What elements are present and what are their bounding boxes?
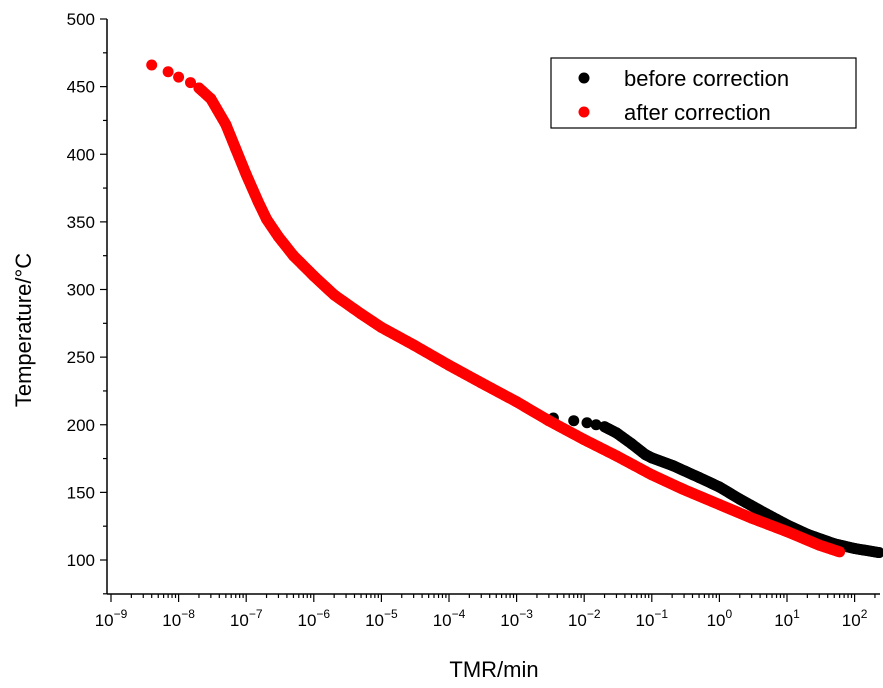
y-tick-label: 300 [67, 281, 95, 300]
data-point [173, 71, 185, 83]
data-points [146, 59, 883, 559]
y-tick-label: 400 [67, 145, 95, 164]
x-tick-label: 102 [842, 607, 868, 630]
data-point [568, 415, 580, 427]
x-axis-title: TMR/min [449, 657, 538, 682]
data-point [590, 419, 602, 431]
x-tick-label: 10−9 [95, 607, 128, 630]
x-tick-label: 10−2 [568, 607, 601, 630]
y-tick-label: 500 [67, 10, 95, 29]
x-tick-label: 10−6 [297, 607, 330, 630]
x-tick-label: 10−8 [162, 607, 195, 630]
y-tick-label: 250 [67, 348, 95, 367]
series-before-correction [547, 412, 883, 559]
y-tick-label: 450 [67, 78, 95, 97]
x-tick-label: 10−5 [365, 607, 398, 630]
y-axis-ticks: 100 150 200 250 300 350 400 450 500 [67, 10, 107, 595]
y-tick-label: 150 [67, 483, 95, 502]
x-tick-label: 10−7 [230, 607, 263, 630]
data-point [185, 77, 197, 89]
x-tick-label: 101 [774, 607, 800, 630]
x-tick-label: 10−3 [500, 607, 533, 630]
data-point [146, 59, 158, 71]
data-point [873, 547, 883, 559]
legend-label-before-correction: before correction [624, 66, 789, 91]
data-point [581, 417, 593, 429]
y-tick-label: 200 [67, 416, 95, 435]
data-point [162, 66, 174, 78]
data-point [834, 546, 846, 558]
legend-marker-before-correction [578, 72, 590, 84]
legend-label-after-correction: after correction [624, 100, 771, 125]
legend-marker-after-correction [578, 106, 590, 118]
y-tick-label: 100 [67, 551, 95, 570]
x-tick-label: 10−4 [433, 607, 466, 630]
y-tick-label: 350 [67, 213, 95, 232]
legend-box [550, 57, 857, 129]
series-after-correction [146, 59, 846, 558]
legend: before correction after correction [550, 57, 857, 129]
x-axis-ticks: 10−9 10−8 10−7 10−6 10−5 10−4 10−3 10−2 10−1 100 1… [95, 594, 876, 630]
y-axis-title: Temperature/°C [11, 253, 36, 407]
x-tick-label: 10−1 [635, 607, 668, 630]
x-tick-label: 100 [707, 607, 733, 630]
